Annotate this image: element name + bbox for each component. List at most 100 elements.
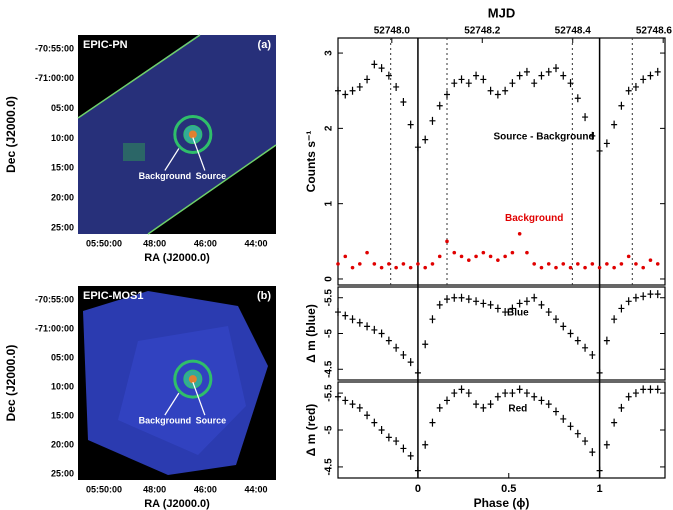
data-point: [408, 121, 414, 129]
data-point: [387, 262, 391, 266]
data-point: [451, 79, 457, 87]
data-point: [612, 266, 616, 270]
data-point: [364, 322, 370, 330]
data-point: [423, 266, 427, 270]
data-point: [597, 467, 603, 475]
data-point: [415, 369, 421, 377]
data-point: [400, 351, 406, 359]
data-point: [627, 255, 631, 259]
data-point: [611, 121, 617, 129]
x-tick-label: 05:50:00: [86, 484, 122, 494]
data-point: [408, 452, 414, 460]
data-point: [568, 330, 574, 338]
data-point: [393, 83, 399, 91]
data-point: [561, 262, 565, 266]
x-axis-label: RA (J2000.0): [144, 252, 210, 264]
y-tick-label: 15:00: [51, 410, 74, 420]
figure: EPIC-PN(a)BackgroundSource-70:55:00-71:0…: [0, 0, 673, 510]
data-point: [633, 389, 639, 397]
data-point: [524, 389, 530, 397]
data-point: [620, 262, 624, 266]
data-point: [640, 75, 646, 83]
y-tick-label: 10:00: [51, 133, 74, 143]
x-tick-label: 44:00: [244, 484, 267, 494]
x-tick-label: 46:00: [194, 238, 217, 248]
data-point: [591, 262, 595, 266]
source: [189, 131, 197, 139]
data-point: [604, 139, 610, 147]
data-point: [444, 90, 450, 98]
data-point: [357, 319, 363, 327]
image-title: EPIC-PN: [83, 39, 128, 51]
data-point: [576, 262, 580, 266]
data-point: [575, 94, 581, 102]
data-point: [538, 396, 544, 404]
data-point: [336, 262, 340, 266]
data-point: [647, 385, 653, 393]
x-tick-label: 0: [415, 483, 421, 495]
data-point: [495, 90, 501, 98]
data-point: [380, 266, 384, 270]
y-tick-label: 3: [324, 50, 335, 56]
data-point: [568, 422, 574, 430]
data-point: [437, 301, 443, 309]
data-point: [379, 330, 385, 338]
data-point: [524, 68, 530, 76]
x2-tick-label: 52748.0: [374, 26, 411, 37]
data-point: [582, 437, 588, 445]
x-tick-label: 0.5: [501, 483, 516, 495]
data-point: [655, 290, 661, 298]
data-point: [445, 240, 449, 244]
data-point: [634, 262, 638, 266]
data-point: [525, 251, 529, 255]
y-tick-label: 20:00: [51, 439, 74, 449]
data-point: [502, 389, 508, 397]
data-point: [379, 64, 385, 72]
data-point: [553, 64, 559, 72]
data-point: [618, 304, 624, 312]
data-point: [451, 389, 457, 397]
data-point: [459, 385, 465, 393]
y-axis-label: Dec (J2000.0): [4, 96, 18, 173]
data-point: [358, 262, 362, 266]
data-point: [582, 344, 588, 352]
y-tick-label: 25:00: [51, 468, 74, 478]
data-point: [560, 322, 566, 330]
data-point: [364, 75, 370, 83]
data-point: [553, 408, 559, 416]
data-point: [429, 117, 435, 125]
y-axis-label: Dec (J2000.0): [4, 345, 18, 422]
y-axis-label: Δ m (blue): [304, 304, 318, 363]
data-point: [531, 294, 537, 302]
data-point: [451, 294, 457, 302]
data-point: [489, 255, 493, 259]
y-tick-label: -70:55:00: [35, 43, 74, 53]
y-tick-label: 05:00: [51, 352, 74, 362]
data-point: [509, 389, 515, 397]
series-label: Red: [508, 404, 527, 415]
y-tick-label: 10:00: [51, 381, 74, 391]
plot-frame: [338, 287, 665, 380]
data-point: [400, 98, 406, 106]
data-point: [365, 251, 369, 255]
y-axis-label: Counts s⁻¹: [304, 131, 318, 193]
data-point: [647, 72, 653, 80]
y-tick-label: -4.5: [324, 360, 335, 378]
y-tick-label: -5: [324, 425, 335, 434]
data-point: [459, 75, 465, 83]
y-tick-label: 15:00: [51, 163, 74, 173]
data-point: [444, 396, 450, 404]
data-point: [444, 295, 450, 303]
y-tick-label: -5: [324, 329, 335, 338]
data-point: [488, 301, 494, 309]
data-point: [422, 340, 428, 348]
data-point: [371, 419, 377, 427]
data-point: [496, 258, 500, 262]
data-point: [342, 312, 348, 320]
data-point: [598, 266, 602, 270]
annotation: Background: [139, 171, 192, 181]
data-point: [488, 87, 494, 95]
data-point: [538, 301, 544, 309]
y-tick-label: -5.5: [324, 384, 335, 402]
data-point: [379, 426, 385, 434]
